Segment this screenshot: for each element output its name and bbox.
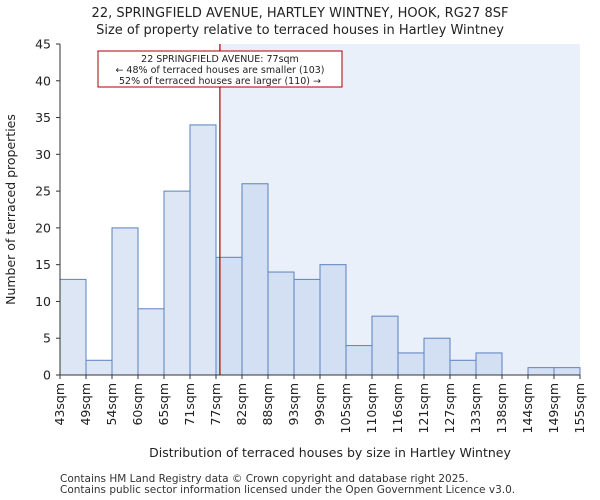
- x-tick-label: 149sqm: [546, 383, 561, 433]
- histogram-bar: [189, 124, 217, 376]
- y-tick-label: 0: [43, 368, 51, 383]
- annotation-box: 22 SPRINGFIELD AVENUE: 77sqm ← 48% of te…: [97, 50, 343, 88]
- histogram-bar: [59, 278, 87, 376]
- x-tick-label: 116sqm: [390, 383, 405, 433]
- footer-line-2: Contains public sector information licen…: [60, 484, 516, 496]
- histogram-bar: [397, 352, 425, 376]
- x-tick-label: 110sqm: [364, 383, 379, 433]
- x-tick-label: 138sqm: [494, 383, 509, 433]
- x-tick-label: 99sqm: [312, 383, 327, 426]
- histogram-bar: [475, 352, 503, 376]
- x-tick-label: 144sqm: [520, 383, 535, 433]
- y-tick-label: 45: [35, 37, 51, 52]
- y-tick-label: 25: [35, 184, 51, 199]
- y-tick-label: 20: [35, 220, 51, 235]
- x-tick-label: 49sqm: [78, 383, 93, 426]
- histogram-bar: [85, 359, 113, 376]
- annotation-line-2: ← 48% of terraced houses are smaller (10…: [115, 65, 324, 76]
- x-tick-label: 60sqm: [130, 383, 145, 426]
- histogram-bar: [319, 264, 347, 376]
- histogram-bar: [527, 367, 555, 376]
- footer-line-1: Contains HM Land Registry data © Crown c…: [60, 473, 469, 485]
- x-tick-label: 82sqm: [234, 383, 249, 426]
- chart-area: 0 5 10 15 20 25 30 35 40 45 43sqm 49sqm 54sqm 60sqm 6…: [3, 37, 587, 461]
- y-axis-label: Number of terraced properties: [3, 114, 18, 305]
- x-tick-label: 93sqm: [286, 383, 301, 426]
- annotation-line-1: 22 SPRINGFIELD AVENUE: 77sqm: [141, 54, 299, 65]
- histogram-bar: [423, 337, 451, 376]
- histogram-bar: [293, 278, 321, 376]
- x-tick-label: 121sqm: [416, 383, 431, 433]
- x-tick-label: 105sqm: [338, 383, 353, 433]
- histogram-bar: [137, 308, 165, 376]
- x-tick-label: 77sqm: [208, 383, 223, 426]
- histogram-bar: [111, 227, 139, 376]
- x-tick-label: 43sqm: [52, 383, 67, 426]
- x-tick-label: 88sqm: [260, 383, 275, 426]
- x-tick-label: 65sqm: [156, 383, 171, 426]
- x-tick-label: 71sqm: [182, 383, 197, 426]
- y-tick-label: 40: [35, 73, 51, 88]
- chart-subtitle: Size of property relative to terraced ho…: [96, 23, 504, 38]
- histogram-bar: [345, 345, 373, 376]
- y-tick-label: 5: [43, 331, 51, 346]
- histogram-bar: [553, 367, 581, 376]
- histogram-bar: [449, 359, 477, 376]
- histogram-bar: [163, 190, 191, 376]
- x-axis-label: Distribution of terraced houses by size …: [149, 445, 511, 460]
- chart-title: 22, SPRINGFIELD AVENUE, HARTLEY WINTNEY,…: [91, 6, 509, 21]
- y-tick-label: 15: [35, 257, 51, 272]
- x-tick-label: 155sqm: [572, 383, 587, 433]
- y-tick-label: 10: [35, 294, 51, 309]
- histogram-bar: [241, 183, 269, 376]
- histogram-bar: [267, 271, 295, 376]
- x-tick-label: 133sqm: [468, 383, 483, 433]
- annotation-line-3: 52% of terraced houses are larger (110) …: [119, 76, 321, 87]
- histogram-bar: [371, 315, 399, 376]
- x-tick-label: 127sqm: [442, 383, 457, 433]
- y-tick-label: 30: [35, 147, 51, 162]
- x-tick-label: 54sqm: [104, 383, 119, 426]
- y-tick-label: 35: [35, 110, 51, 125]
